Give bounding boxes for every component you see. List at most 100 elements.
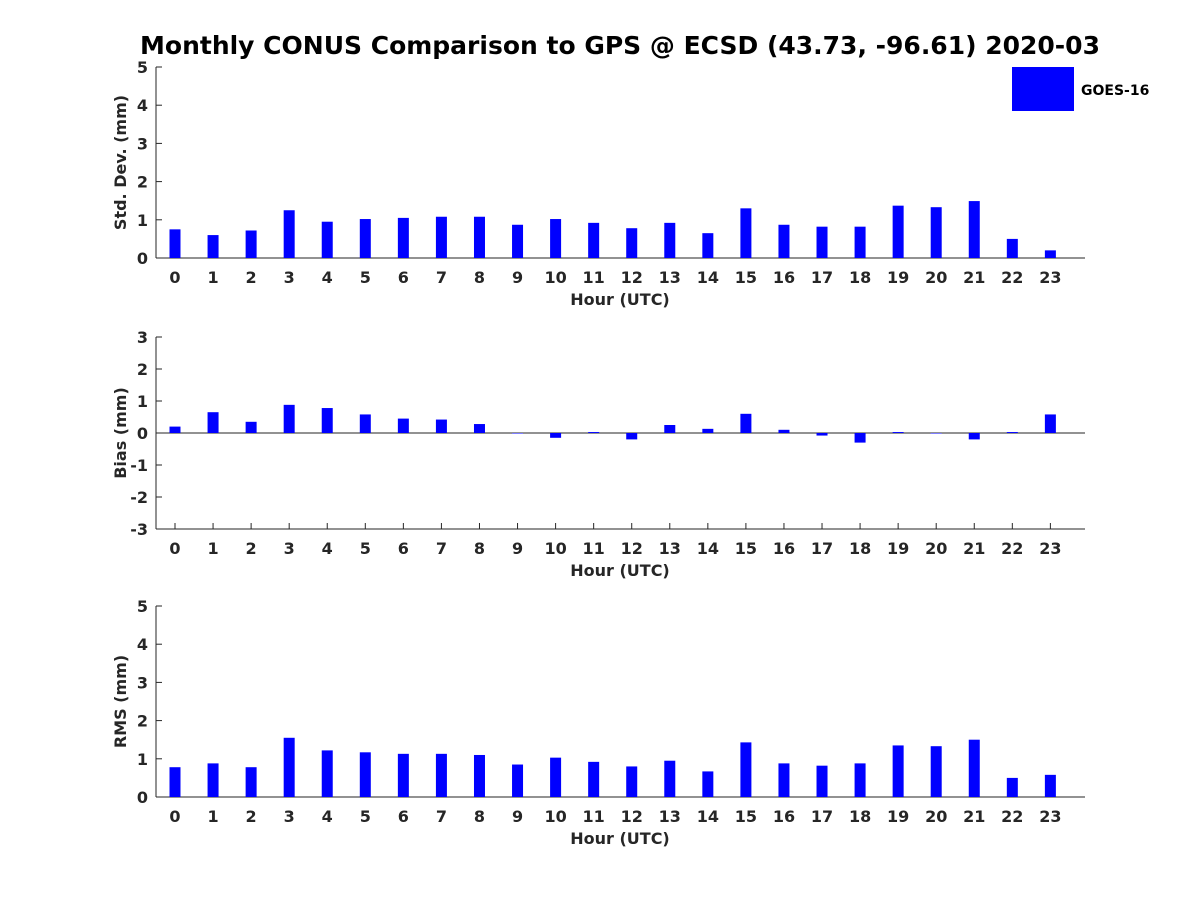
bar-hour-20 (930, 746, 942, 797)
bar-hour-6 (397, 753, 409, 797)
y-tick-label: 1 (137, 750, 148, 769)
y-tick-label: 3 (137, 673, 148, 692)
bar-hour-19 (892, 432, 904, 433)
y-tick-label: 0 (137, 249, 148, 268)
x-tick-label: 10 (544, 807, 566, 826)
x-tick-label: 22 (1001, 268, 1023, 287)
x-tick-label: 9 (512, 268, 523, 287)
x-tick-label: 9 (512, 539, 523, 558)
x-tick-label: 0 (169, 807, 180, 826)
x-tick-label: 3 (284, 539, 295, 558)
x-tick-label: 19 (887, 807, 909, 826)
bar-hour-10 (550, 757, 562, 797)
x-tick-label: 14 (697, 807, 719, 826)
x-tick-label: 2 (246, 539, 257, 558)
bar-hour-23 (1044, 250, 1056, 258)
bar-hour-17 (816, 765, 828, 797)
y-tick-label: -1 (130, 456, 148, 475)
x-tick-label: 5 (360, 268, 371, 287)
bar-hour-11 (588, 761, 600, 797)
legend-swatch (1012, 67, 1074, 111)
bar-hour-18 (854, 433, 866, 443)
x-tick-label: 19 (887, 539, 909, 558)
bar-hour-16 (778, 763, 790, 797)
x-tick-label: 8 (474, 807, 485, 826)
bar-hour-22 (1006, 777, 1018, 797)
bar-hour-2 (245, 230, 257, 258)
bar-hour-8 (473, 424, 485, 433)
x-tick-label: 12 (621, 539, 643, 558)
x-tick-label: 21 (963, 807, 985, 826)
x-tick-label: 22 (1001, 539, 1023, 558)
bar-hour-17 (816, 226, 828, 258)
x-tick-label: 5 (360, 539, 371, 558)
y-tick-label: 5 (137, 58, 148, 77)
bar-hour-23 (1044, 774, 1056, 797)
bar-hour-11 (588, 222, 600, 258)
x-tick-label: 5 (360, 807, 371, 826)
x-tick-label: 15 (735, 807, 757, 826)
x-tick-label: 6 (398, 268, 409, 287)
x-tick-label: 7 (436, 807, 447, 826)
bar-hour-2 (245, 767, 257, 797)
bar-hour-9 (512, 764, 524, 797)
bar-hour-23 (1044, 414, 1056, 433)
x-tick-label: 4 (322, 539, 333, 558)
x-tick-label: 11 (583, 807, 605, 826)
bar-hour-16 (778, 224, 790, 258)
bar-hour-11 (588, 432, 600, 433)
bar-hour-0 (169, 767, 181, 797)
x-tick-label: 18 (849, 807, 871, 826)
x-tick-label: 21 (963, 539, 985, 558)
legend: GOES-16 (1012, 67, 1149, 111)
chart-title: Monthly CONUS Comparison to GPS @ ECSD (… (140, 31, 1100, 60)
bar-hour-22 (1006, 432, 1018, 433)
x-tick-label: 14 (697, 268, 719, 287)
bar-hour-19 (892, 205, 904, 258)
x-tick-label: 1 (207, 807, 218, 826)
x-tick-label: 13 (659, 268, 681, 287)
y-tick-label: 5 (137, 597, 148, 616)
x-axis-label: Hour (UTC) (570, 829, 670, 848)
x-tick-label: 18 (849, 268, 871, 287)
y-tick-label: 4 (137, 96, 148, 115)
bar-hour-5 (359, 752, 371, 797)
bar-hour-13 (664, 222, 676, 258)
bar-hour-15 (740, 742, 752, 797)
y-axis-label: RMS (mm) (111, 655, 130, 748)
bar-hour-4 (321, 221, 333, 258)
y-tick-label: 2 (137, 712, 148, 731)
bar-hour-12 (626, 766, 638, 797)
x-tick-label: 6 (398, 807, 409, 826)
x-tick-label: 17 (811, 268, 833, 287)
x-tick-label: 13 (659, 539, 681, 558)
x-tick-label: 15 (735, 268, 757, 287)
x-tick-label: 22 (1001, 807, 1023, 826)
x-tick-label: 14 (697, 539, 719, 558)
x-tick-label: 20 (925, 268, 947, 287)
x-tick-label: 4 (322, 807, 333, 826)
x-tick-label: 2 (246, 268, 257, 287)
bar-hour-21 (968, 739, 980, 797)
bar-hour-9 (512, 433, 524, 434)
bar-hour-7 (435, 419, 447, 433)
bar-hour-0 (169, 229, 181, 258)
x-tick-label: 12 (621, 807, 643, 826)
x-tick-label: 16 (773, 268, 795, 287)
x-tick-label: 8 (474, 268, 485, 287)
bar-hour-7 (435, 753, 447, 797)
x-tick-label: 19 (887, 268, 909, 287)
bar-hour-8 (473, 216, 485, 258)
bar-hour-15 (740, 413, 752, 433)
bar-hour-6 (397, 418, 409, 433)
bar-hour-4 (321, 408, 333, 433)
x-tick-label: 18 (849, 539, 871, 558)
bar-hour-16 (778, 429, 790, 433)
bar-hour-20 (930, 433, 942, 434)
bar-hour-12 (626, 433, 638, 440)
bar-hour-3 (283, 737, 295, 797)
bar-hour-21 (968, 201, 980, 258)
